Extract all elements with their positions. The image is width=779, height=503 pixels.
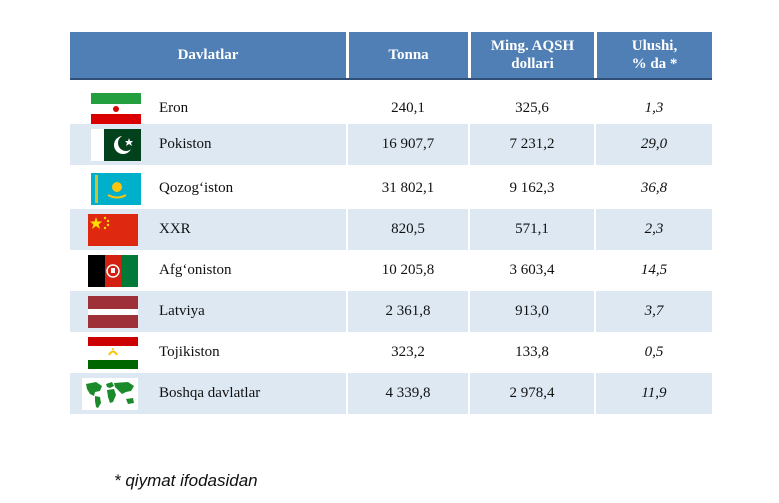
share-value: 1,3 (644, 100, 664, 116)
share-value: 3,7 (644, 303, 664, 319)
country-name: XXR (159, 221, 191, 237)
column-divider (346, 209, 348, 250)
header-ming-line1: Ming. AQSH (490, 38, 575, 54)
ming-value: 913,0 (515, 303, 549, 319)
tonna-value: 240,1 (391, 100, 425, 116)
tonna-value: 2 361,8 (385, 303, 431, 319)
column-divider (594, 209, 596, 250)
ming-value: 3 603,4 (509, 262, 555, 278)
header-country-label: Davlatlar (177, 47, 239, 63)
ming-value: 133,8 (515, 344, 549, 360)
header-ming: Ming. AQSH dollari (471, 32, 594, 78)
country-name: Eron (159, 100, 189, 116)
row-divider (70, 250, 712, 252)
tonna-value: 16 907,7 (381, 136, 435, 152)
header-divider (346, 32, 349, 78)
header-divider (468, 32, 471, 78)
header-country: Davlatlar (70, 32, 346, 78)
ming-value: 2 978,4 (509, 385, 555, 401)
china-flag-icon (88, 214, 138, 246)
column-divider (346, 124, 348, 165)
share-value: 29,0 (640, 136, 668, 152)
pakistan-flag-icon (91, 129, 141, 161)
afghanistan-flag-icon (88, 255, 138, 287)
latvia-flag-icon (88, 296, 138, 328)
table-row: Qozog‘iston 31 802,1 9 162,3 36,8 (70, 168, 712, 211)
header-share-line2: % da * (631, 56, 678, 72)
export-table: Davlatlar Tonna Ming. AQSH dollari Ulushi… (70, 32, 712, 414)
table-row: Latviya 2 361,8 913,0 3,7 (70, 291, 712, 334)
country-name: Tojikiston (159, 344, 220, 360)
header-share: Ulushi, % da * (597, 32, 712, 78)
column-divider (468, 291, 470, 332)
footnote: * qiymat ifodasidan (114, 471, 258, 490)
column-divider (468, 373, 470, 414)
table-row: Boshqa davlatlar 4 339,8 2 978,4 11,9 (70, 373, 712, 414)
world-map-icon (82, 378, 138, 410)
row-divider (70, 332, 712, 334)
tonna-value: 323,2 (391, 344, 425, 360)
country-name: Afg‘oniston (159, 262, 232, 278)
header-tonna: Tonna (349, 32, 468, 78)
header-tonna-label: Tonna (388, 47, 429, 63)
row-divider (70, 165, 712, 167)
share-value: 2,3 (644, 221, 664, 237)
tonna-value: 4 339,8 (385, 385, 431, 401)
country-name: Latviya (159, 303, 205, 319)
column-divider (468, 209, 470, 250)
table-row: XXR 820,5 571,1 2,3 (70, 209, 712, 252)
ming-value: 9 162,3 (509, 180, 555, 196)
column-divider (468, 124, 470, 165)
share-value: 11,9 (641, 385, 667, 401)
table-row: Eron 240,1 325,6 1,3 (70, 88, 712, 131)
table-row: Pokiston 16 907,7 7 231,2 29,0 (70, 124, 712, 167)
column-divider (346, 291, 348, 332)
share-value: 0,5 (644, 344, 664, 360)
country-name: Boshqa davlatlar (159, 385, 261, 401)
header-ming-line2: dollari (511, 56, 554, 72)
country-name: Pokiston (159, 136, 212, 152)
tonna-value: 820,5 (391, 221, 425, 237)
column-divider (594, 124, 596, 165)
tajikistan-flag-icon (88, 337, 138, 369)
ming-value: 7 231,2 (509, 136, 555, 152)
table-header: Davlatlar Tonna Ming. AQSH dollari Ulushi… (70, 32, 712, 78)
ming-value: 571,1 (515, 221, 549, 237)
tonna-value: 10 205,8 (381, 262, 435, 278)
kazakhstan-flag-icon (91, 173, 141, 205)
country-name: Qozog‘iston (159, 180, 234, 196)
column-divider (346, 373, 348, 414)
header-share-line1: Ulushi, (631, 38, 678, 54)
table-row: Afg‘oniston 10 205,8 3 603,4 14,5 (70, 250, 712, 293)
ming-value: 325,6 (515, 100, 549, 116)
table-row: Tojikiston 323,2 133,8 0,5 (70, 332, 712, 375)
share-value: 14,5 (640, 262, 668, 278)
header-divider (594, 32, 597, 78)
share-value: 36,8 (640, 180, 668, 196)
tonna-value: 31 802,1 (381, 180, 435, 196)
column-divider (594, 373, 596, 414)
iran-flag-icon (91, 93, 141, 125)
column-divider (594, 291, 596, 332)
